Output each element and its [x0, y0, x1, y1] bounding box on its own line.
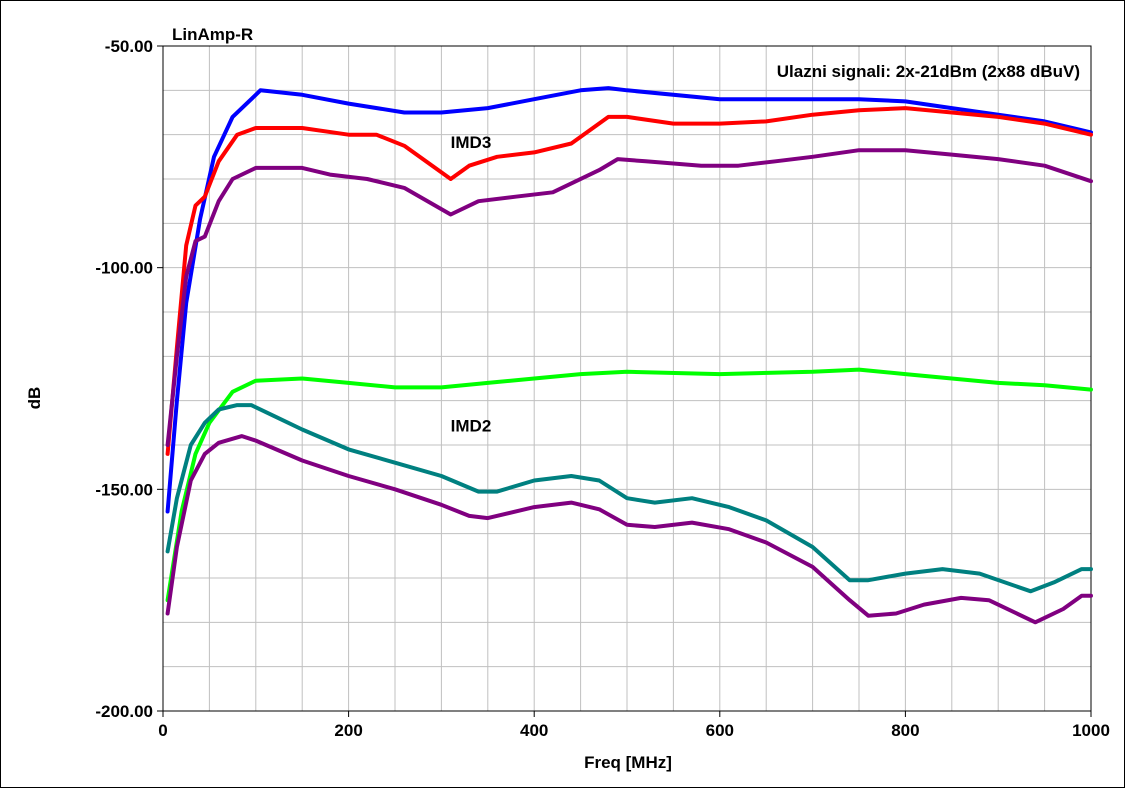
chart-title: LinAmp-R	[172, 25, 253, 44]
tick-labels: 0 200 400 600 800 1000 -50.00 -100.00 -150.00 -20…	[95, 37, 1110, 740]
x-tick-label: 400	[520, 721, 548, 740]
annotations: IMD3 IMD2	[451, 133, 492, 436]
x-tick-label: 800	[891, 721, 919, 740]
annotation-label: IMD2	[451, 417, 492, 436]
series-line-1	[165, 86, 1093, 514]
y-axis-label: dB	[25, 387, 44, 410]
series-line-3	[165, 148, 1093, 447]
series-line-4	[165, 367, 1093, 603]
x-tick-label: 200	[334, 721, 362, 740]
x-axis-label: Freq [MHz]	[584, 753, 672, 772]
annotation-label: IMD3	[451, 133, 492, 152]
x-tick-label: 0	[158, 721, 167, 740]
series-line-6	[165, 434, 1093, 625]
x-tick-label: 600	[706, 721, 734, 740]
y-tick-label: -50.00	[105, 37, 153, 56]
y-tick-label: -200.00	[95, 702, 153, 721]
y-tick-label: -150.00	[95, 480, 153, 499]
x-tick-label: 1000	[1072, 721, 1110, 740]
y-tick-label: -100.00	[95, 259, 153, 278]
series-group	[165, 86, 1093, 625]
series-line-2	[165, 106, 1093, 456]
grid-lines	[163, 46, 1091, 711]
chart-subtitle: Ulazni signali: 2x-21dBm (2x88 dBuV)	[777, 62, 1080, 81]
series-line-5	[165, 403, 1093, 594]
plot-border	[162, 45, 1092, 712]
